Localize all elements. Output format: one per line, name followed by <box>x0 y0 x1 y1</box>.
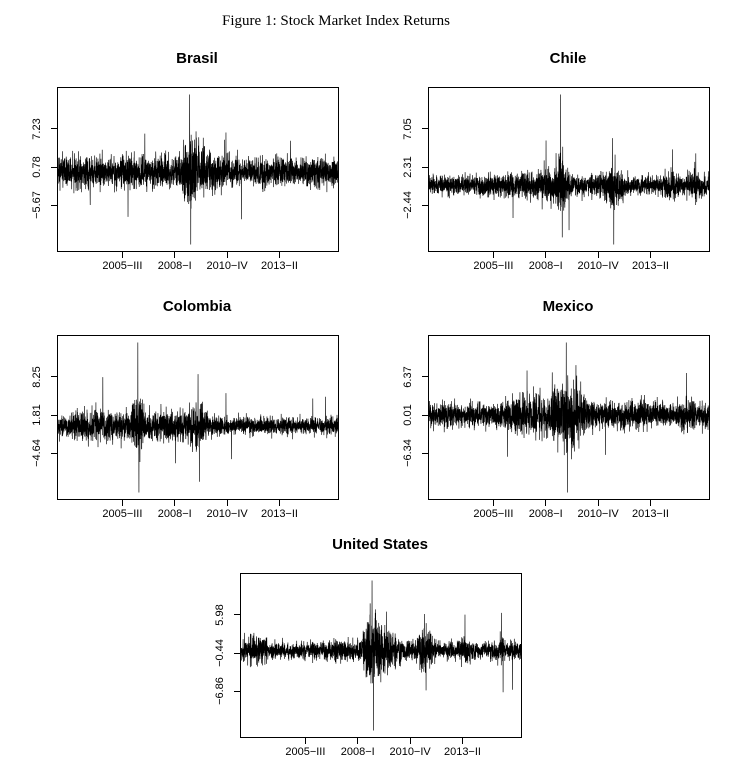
y-tick-label: 5.98 <box>214 604 226 626</box>
y-tick-mark <box>422 166 428 168</box>
y-tick-label: −4.64 <box>31 439 43 468</box>
x-tick-label: 2010−IV <box>577 260 619 272</box>
panel-chile: Chile 7.05 2.31 −2.44 2005−III 2008−I 2010−IV… <box>371 40 742 286</box>
x-tick-mark <box>226 252 228 258</box>
y-tick-mark <box>51 204 57 206</box>
x-tick-label: 2008−I <box>340 746 375 758</box>
y-tick-mark <box>422 414 428 416</box>
panel-mexico: Mexico 6.37 0.01 −6.34 2005−III 2008−I 2010−I… <box>371 288 742 534</box>
x-tick-label: 2013−II <box>631 508 669 520</box>
x-tick-mark <box>461 738 463 744</box>
y-tick-mark <box>422 376 428 378</box>
x-tick-mark <box>304 738 306 744</box>
x-tick-label: 2010−IV <box>577 508 619 520</box>
y-tick-label: 8.25 <box>31 366 43 388</box>
figure-title: Figure 1: Stock Market Index Returns <box>222 13 450 29</box>
y-tick-label: −6.34 <box>402 439 414 468</box>
y-tick-mark <box>234 690 240 692</box>
x-tick-mark <box>649 252 651 258</box>
x-tick-label: 2010−IV <box>389 746 431 758</box>
panel-title-brasil: Brasil <box>176 50 218 67</box>
y-tick-label: 7.23 <box>31 118 43 140</box>
x-tick-label: 2005−III <box>473 508 514 520</box>
y-tick-label: 0.01 <box>402 404 414 426</box>
series-line-brasil <box>58 88 338 251</box>
x-tick-mark <box>409 738 411 744</box>
series-line-united-states <box>241 574 521 737</box>
y-tick-label: 1.81 <box>31 404 43 426</box>
x-tick-mark <box>649 500 651 506</box>
y-tick-label: 2.31 <box>402 156 414 178</box>
x-tick-mark <box>597 252 599 258</box>
x-tick-label: 2010−IV <box>206 508 248 520</box>
y-tick-mark <box>422 452 428 454</box>
x-tick-label: 2008−I <box>528 260 563 272</box>
plot-box-mexico: 6.37 0.01 −6.34 2005−III 2008−I 2010−IV 2013−I… <box>402 335 710 520</box>
x-tick-mark <box>174 252 176 258</box>
x-tick-mark <box>492 252 494 258</box>
y-tick-label: −5.67 <box>31 191 43 220</box>
x-tick-label: 2013−II <box>443 746 481 758</box>
y-tick-mark <box>51 452 57 454</box>
x-tick-label: 2010−IV <box>206 260 248 272</box>
y-tick-label: −0.44 <box>214 639 226 667</box>
y-tick-mark <box>422 204 428 206</box>
x-tick-mark <box>121 500 123 506</box>
panel-colombia: Colombia 8.25 1.81 −4.64 2005−III 2008−I 2010… <box>0 288 371 534</box>
plot-box-colombia: 8.25 1.81 −4.64 2005−III 2008−I 2010−IV 2013−I… <box>31 335 339 520</box>
panel-title-mexico: Mexico <box>542 298 594 315</box>
x-tick-label: 2005−III <box>102 508 143 520</box>
plot-box-brasil: 7.23 0.78 −5.67 2005−III 2008−I 2010−IV 2013−I… <box>31 87 339 272</box>
series-line-mexico <box>429 336 709 499</box>
x-tick-mark <box>357 738 359 744</box>
y-tick-mark <box>234 652 240 654</box>
x-tick-mark <box>492 500 494 506</box>
x-tick-label: 2013−II <box>631 260 669 272</box>
x-tick-label: 2013−II <box>260 260 298 272</box>
x-tick-mark <box>121 252 123 258</box>
panel-title-colombia: Colombia <box>162 298 232 315</box>
y-tick-mark <box>51 376 57 378</box>
plot-box-chile: 7.05 2.31 −2.44 2005−III 2008−I 2010−IV 2013−I… <box>402 87 710 272</box>
y-tick-mark <box>51 128 57 130</box>
panel-title-united-states: United States <box>332 536 428 553</box>
x-tick-label: 2008−I <box>157 260 192 272</box>
y-tick-label: 0.78 <box>31 156 43 178</box>
plot-box-united-states: 5.98 −0.44 −6.86 2005−III 2008−I 2010−IV 2013−… <box>214 573 522 758</box>
x-tick-label: 2008−I <box>157 508 192 520</box>
x-tick-mark <box>174 500 176 506</box>
y-tick-mark <box>422 128 428 130</box>
y-tick-mark <box>234 614 240 616</box>
x-tick-label: 2008−I <box>528 508 563 520</box>
panel-title-chile: Chile <box>549 50 587 67</box>
panel-united-states: United States 5.98 −0.44 −6.86 2005−III 2008… <box>183 526 554 772</box>
x-tick-mark <box>278 252 280 258</box>
x-tick-label: 2013−II <box>260 508 298 520</box>
x-tick-mark <box>545 252 547 258</box>
x-tick-label: 2005−III <box>473 260 514 272</box>
series-line-chile <box>429 88 709 251</box>
y-tick-label: −6.86 <box>214 677 226 706</box>
x-tick-mark <box>278 500 280 506</box>
panel-brasil: Brasil 7.23 0.78 −5.67 2005−III 2008−I 2010−I… <box>0 40 371 286</box>
x-tick-mark <box>545 500 547 506</box>
x-tick-mark <box>597 500 599 506</box>
x-tick-mark <box>226 500 228 506</box>
x-tick-label: 2005−III <box>102 260 143 272</box>
y-tick-label: 6.37 <box>402 366 414 388</box>
x-tick-label: 2005−III <box>285 746 326 758</box>
y-tick-mark <box>51 166 57 168</box>
y-tick-label: 7.05 <box>402 118 414 140</box>
y-tick-label: −2.44 <box>402 191 414 220</box>
series-line-colombia <box>58 336 338 499</box>
y-tick-mark <box>51 414 57 416</box>
